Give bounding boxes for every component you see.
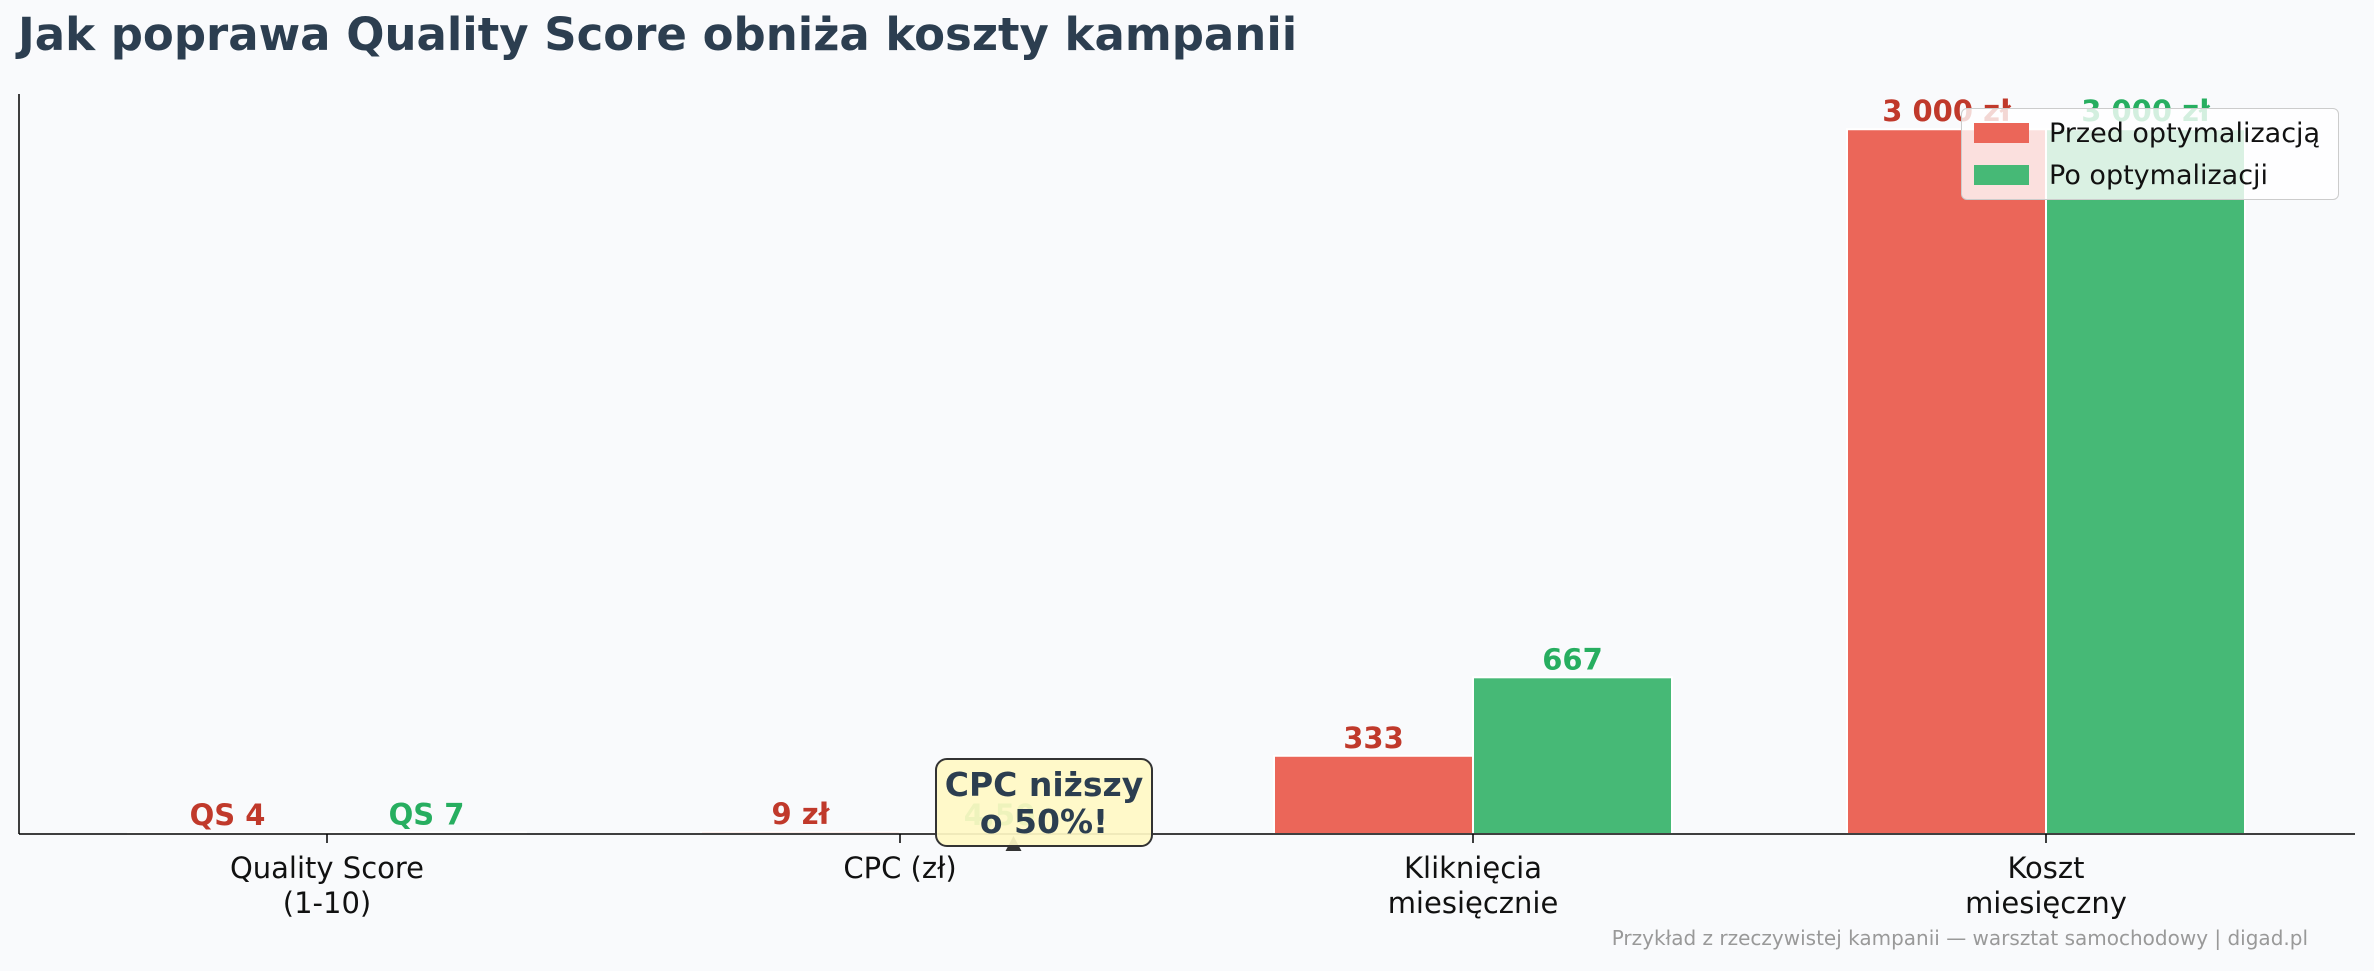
bar-after-3 (2045, 128, 2246, 835)
bar-after-2 (1472, 676, 1673, 835)
x-tick-label-0: Quality Score (1-10) (230, 851, 424, 920)
x-tick-label-3: Koszt miesięczny (1965, 851, 2127, 920)
value-label-before-0: QS 4 (190, 798, 266, 832)
legend-swatch-before (1974, 123, 2029, 143)
x-tick-label-1: CPC (zł) (843, 851, 956, 885)
bar-before-3 (1846, 128, 2047, 835)
value-label-after-2: 667 (1542, 642, 1603, 676)
legend-swatch-after (1974, 165, 2029, 185)
source-note: Przykład z rzeczywistej kampanii — warsz… (1611, 926, 2308, 950)
value-label-after-0: QS 7 (389, 797, 465, 831)
legend-item-after: Po optymalizacji (1974, 155, 2268, 195)
cpc-annotation: CPC niższy o 50%! (935, 758, 1153, 847)
value-label-before-1: 9 zł (772, 797, 831, 831)
legend: Przed optymalizacją Po optymalizacji (1961, 108, 2339, 200)
chart-title: Jak poprawa Quality Score obniża koszty … (18, 8, 1298, 61)
legend-label-before: Przed optymalizacją (2049, 117, 2321, 149)
x-tick-label-2: Kliknięcia miesięcznie (1388, 851, 1559, 920)
legend-label-after: Po optymalizacji (2049, 159, 2269, 191)
bar-before-2 (1273, 754, 1474, 835)
legend-item-before: Przed optymalizacją (1974, 113, 2320, 153)
value-label-before-2: 333 (1343, 721, 1404, 755)
